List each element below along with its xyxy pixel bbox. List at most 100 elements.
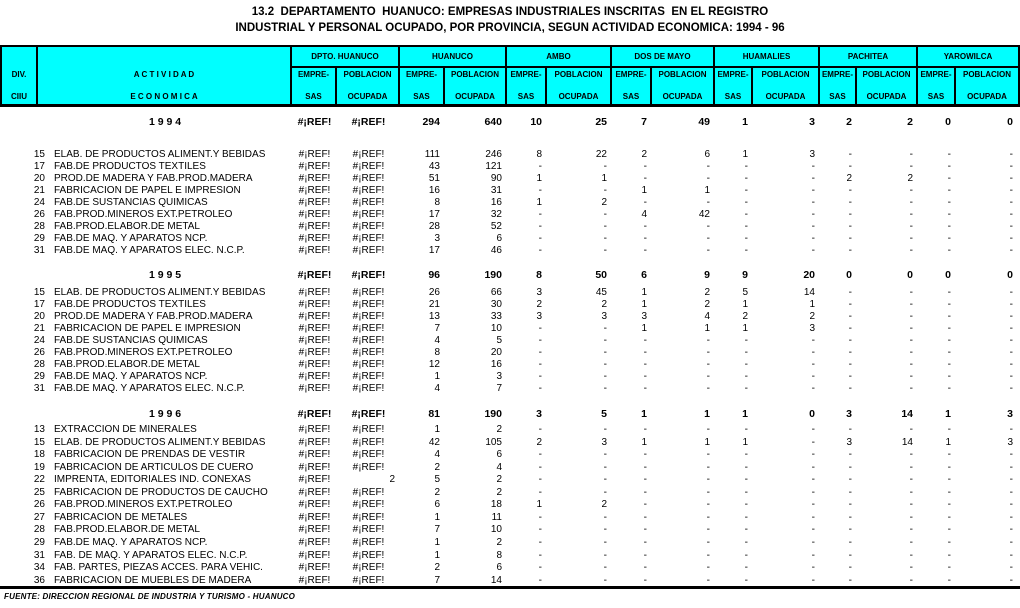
value-cell: 6: [496, 562, 502, 574]
value-cell: -: [947, 359, 951, 370]
value-cell: -: [706, 161, 710, 172]
value-cell: 51: [428, 173, 440, 184]
error-value-cell: #¡REF!: [298, 149, 331, 160]
value-cell: -: [603, 449, 607, 461]
value-cell: 246: [485, 149, 502, 160]
value-cell: 1: [742, 116, 748, 128]
value-cell: -: [947, 209, 951, 220]
error-value-cell: #¡REF!: [352, 436, 385, 448]
value-cell: 2: [496, 424, 502, 435]
value-cell: 96: [428, 269, 440, 281]
ciiu-code: 28: [33, 524, 45, 536]
value-cell: -: [1009, 161, 1013, 172]
value-cell: -: [848, 323, 852, 334]
value-cell: 2: [742, 311, 748, 322]
value-cell: 7: [434, 524, 440, 536]
value-cell: 4: [434, 335, 440, 346]
value-cell: -: [538, 359, 542, 370]
value-cell: -: [1009, 524, 1013, 536]
value-cell: -: [603, 383, 607, 394]
value-cell: -: [643, 245, 647, 256]
value-cell: 16: [428, 185, 440, 196]
table-row: 21 FABRICACION DE PAPEL E IMPRESION #¡REF!…: [0, 185, 1020, 197]
activity-name: FAB.PROD.ELABOR.DE METAL: [54, 524, 200, 536]
value-cell: -: [811, 486, 815, 498]
value-cell: -: [947, 574, 951, 586]
value-cell: -: [909, 511, 913, 523]
value-cell: -: [538, 549, 542, 561]
activity-name: FAB.PROD.MINEROS EXT.PETROLEO: [54, 347, 233, 358]
value-cell: -: [744, 424, 748, 435]
value-cell: 31: [490, 185, 502, 196]
value-cell: 1: [742, 408, 748, 420]
value-cell: -: [603, 536, 607, 548]
value-cell: -: [643, 562, 647, 574]
value-cell: -: [1009, 197, 1013, 208]
value-cell: 7: [434, 323, 440, 334]
title-line-2: INDUSTRIAL Y PERSONAL OCUPADO, POR PROVI…: [235, 22, 785, 34]
value-cell: -: [643, 536, 647, 548]
value-cell: -: [744, 474, 748, 486]
error-value-cell: #¡REF!: [352, 311, 385, 322]
value-cell: -: [706, 499, 710, 511]
value-cell: 2: [496, 486, 502, 498]
error-value-cell: #¡REF!: [298, 221, 331, 232]
activity-name: FAB. PARTES, PIEZAS ACCES. PARA VEHIC.: [54, 562, 263, 574]
value-cell: -: [538, 221, 542, 232]
error-value-cell: #¡REF!: [298, 371, 331, 382]
value-cell: -: [744, 209, 748, 220]
value-cell: -: [1009, 335, 1013, 346]
province-name: YAROWILCA: [918, 47, 1018, 68]
ciiu-code: 27: [33, 511, 45, 523]
value-cell: -: [538, 511, 542, 523]
value-cell: -: [848, 185, 852, 196]
value-cell: -: [706, 245, 710, 256]
value-cell: -: [947, 562, 951, 574]
empresas-label-line2: SAS: [517, 92, 535, 101]
province-name: DOS DE MAYO: [612, 47, 713, 68]
value-cell: 4: [434, 449, 440, 461]
value-cell: -: [643, 424, 647, 435]
value-cell: -: [811, 233, 815, 244]
error-value-cell: #¡REF!: [352, 574, 385, 586]
error-value-cell: #¡REF!: [352, 173, 385, 184]
value-cell: -: [706, 335, 710, 346]
value-cell: 0: [846, 269, 852, 281]
value-cell: 3: [1007, 436, 1013, 448]
value-cell: 20: [803, 269, 815, 281]
value-cell: -: [603, 335, 607, 346]
empresas-label-line1: EMPRE-: [717, 70, 749, 79]
table-row: 20 PROD.DE MADERA Y FAB.PROD.MADERA #¡REF!…: [0, 173, 1020, 185]
value-cell: -: [603, 233, 607, 244]
poblacion-label-line1: POBLACION: [658, 70, 707, 79]
ciiu-code: 36: [33, 574, 45, 586]
province-name: AMBO: [507, 47, 610, 68]
activity-name: FAB.DE MAQ. Y APARATOS ELEC. N.C.P.: [54, 383, 245, 394]
value-cell: 1: [536, 499, 542, 511]
value-cell: 1: [945, 408, 951, 420]
value-cell: -: [1009, 486, 1013, 498]
activity-name: FAB.DE MAQ. Y APARATOS ELEC. N.C.P.: [54, 245, 245, 256]
ciiu-code: [0, 407, 48, 421]
value-cell: 3: [496, 371, 502, 382]
error-value-cell: #¡REF!: [352, 323, 385, 334]
value-cell: -: [848, 311, 852, 322]
value-cell: -: [706, 197, 710, 208]
value-cell: -: [909, 524, 913, 536]
value-cell: -: [947, 173, 951, 184]
error-value-cell: #¡REF!: [352, 383, 385, 394]
error-value-cell: #¡REF!: [352, 461, 385, 473]
error-value-cell: #¡REF!: [352, 347, 385, 358]
value-cell: -: [848, 562, 852, 574]
value-cell: -: [603, 209, 607, 220]
value-cell: -: [947, 149, 951, 160]
province-name: HUAMALIES: [715, 47, 818, 68]
table-row: 29 FAB.DE MAQ. Y APARATOS NCP. #¡REF! #¡REF…: [0, 371, 1020, 383]
value-cell: 2: [389, 474, 395, 486]
activity-name: PROD.DE MADERA Y FAB.PROD.MADERA: [54, 173, 253, 184]
error-value-cell: #¡REF!: [298, 185, 331, 196]
ciiu-code: 18: [33, 449, 45, 461]
empresas-label-line1: EMPRE-: [510, 70, 542, 79]
ciiu-code: 31: [33, 549, 45, 561]
error-value-cell: #¡REF!: [298, 499, 331, 511]
